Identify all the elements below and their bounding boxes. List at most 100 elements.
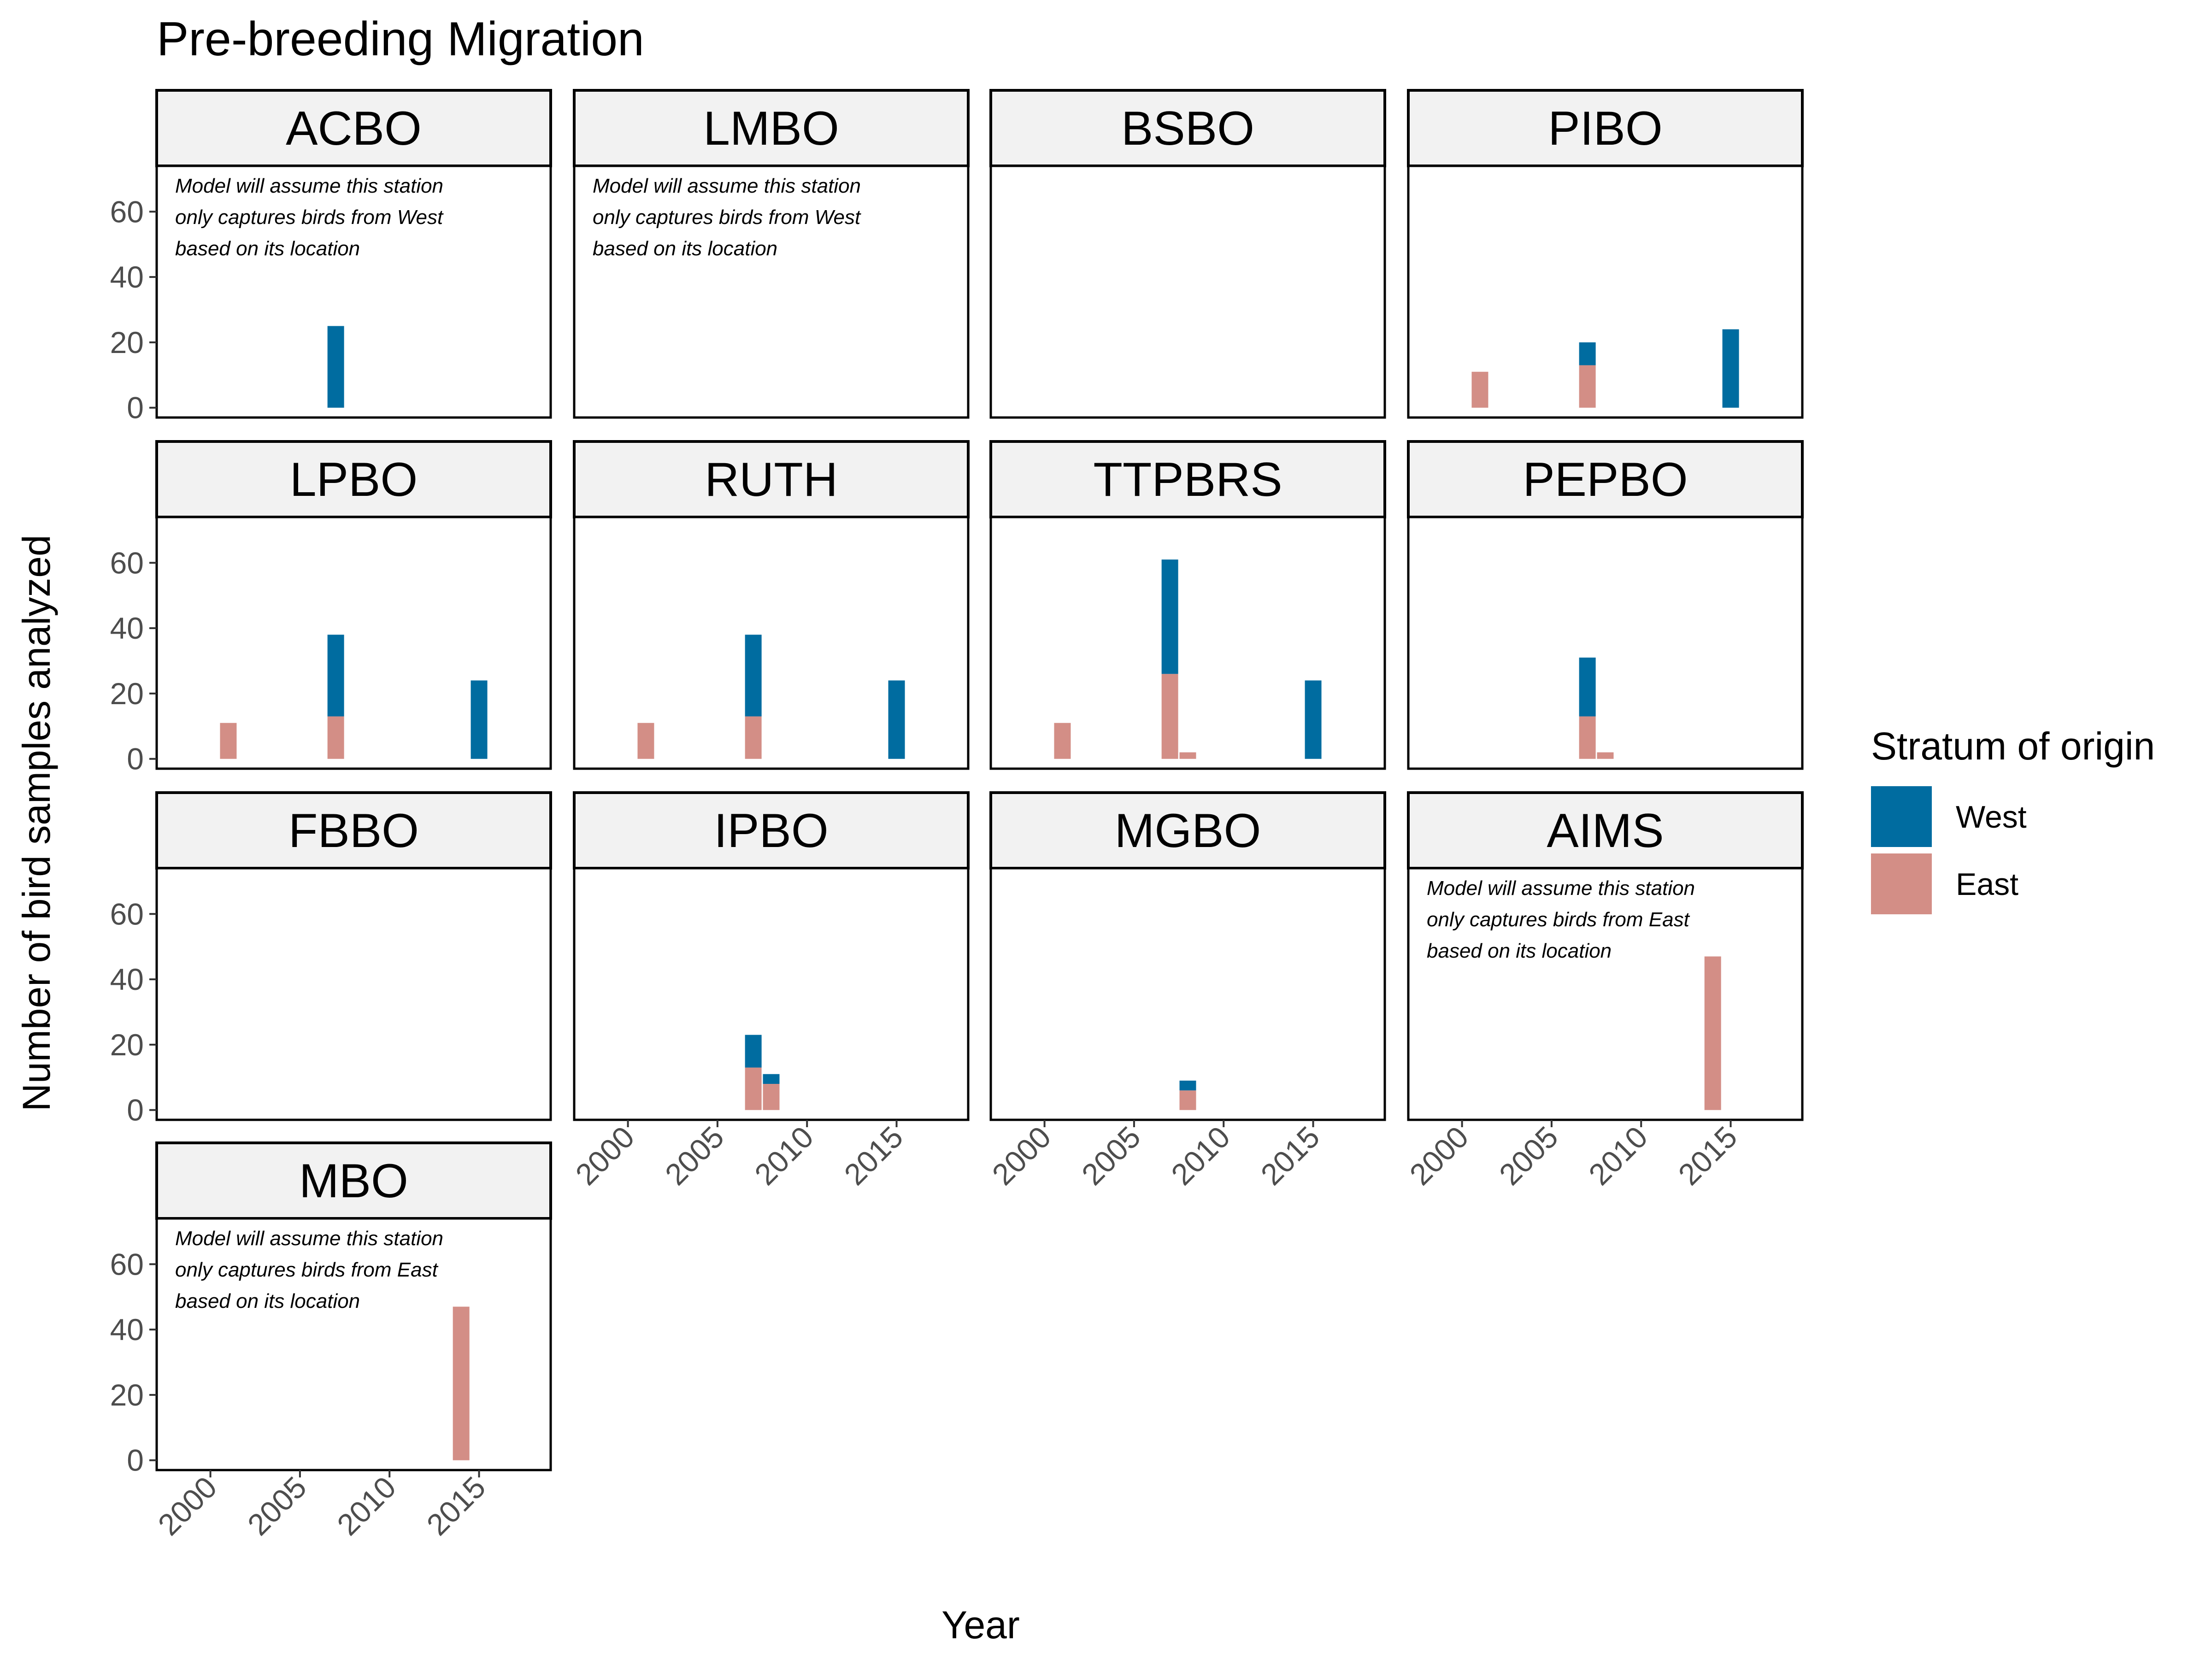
- facet-strip: [989, 89, 1386, 167]
- x-tick-label: 2015: [837, 1120, 909, 1192]
- x-tick-label: 2010: [1582, 1120, 1654, 1192]
- legend-label-west: West: [1956, 800, 2027, 835]
- bar-east-2001: [220, 723, 237, 759]
- bar-east-2008: [1179, 752, 1196, 759]
- x-tick-label: 2015: [420, 1470, 492, 1542]
- facet-label: FBBO: [288, 804, 419, 858]
- x-tick-label: 2015: [1254, 1120, 1326, 1192]
- bar-east-2001: [1054, 723, 1071, 759]
- facet-label: PIBO: [1548, 102, 1663, 155]
- facet-label: LPBO: [290, 453, 418, 506]
- bar-east-2014: [453, 1306, 470, 1460]
- facet-label: AIMS: [1547, 804, 1664, 858]
- station-note-line: Model will assume this station: [593, 175, 861, 197]
- x-tick-label: 2000: [985, 1120, 1057, 1192]
- legend-title: Stratum of origin: [1871, 724, 2155, 768]
- facet-strip: [155, 1141, 552, 1220]
- x-tick-label: 2005: [1075, 1120, 1147, 1192]
- facet-strip: [989, 440, 1386, 518]
- facet-label: MBO: [299, 1154, 408, 1208]
- facet-strip: [155, 440, 552, 518]
- facet-strip: [573, 791, 970, 870]
- panel-lmbo: LMBO Model will assume this station only c…: [573, 89, 970, 419]
- panel-area: [573, 165, 970, 419]
- station-note-line: only captures birds from East: [175, 1259, 439, 1281]
- bar-east-2007: [1161, 674, 1178, 759]
- bar-west-2007: [327, 635, 344, 717]
- bar-east-2007: [745, 1067, 762, 1110]
- bar-west-2015: [888, 680, 905, 759]
- bar-east-2014: [1704, 956, 1721, 1110]
- panel-area: [989, 867, 1386, 1121]
- station-note-line: only captures birds from West: [593, 206, 861, 229]
- bar-west-2007: [745, 1035, 762, 1068]
- panel-lpbo: LPBO 0 20 40 60: [110, 440, 552, 776]
- panel-fbbo: FBBO 0 20 40 60: [110, 791, 552, 1127]
- legend-label-east: East: [1956, 867, 2018, 902]
- x-tick-label: 2000: [151, 1470, 223, 1542]
- station-note-line: only captures birds from East: [1427, 908, 1690, 931]
- x-tick-label: 2010: [1165, 1120, 1236, 1192]
- facet-strip: [989, 791, 1386, 870]
- station-note-line: only captures birds from West: [175, 206, 444, 229]
- bar-west-2007: [327, 326, 344, 408]
- station-note-line: based on its location: [593, 237, 777, 260]
- station-note-line: Model will assume this station: [175, 1227, 443, 1250]
- x-tick-label: 2010: [748, 1120, 820, 1192]
- legend-key-west: [1871, 786, 1932, 847]
- y-tick-label: 40: [110, 962, 144, 996]
- bar-west-2015: [1722, 329, 1739, 408]
- facet-label: IPBO: [714, 804, 829, 858]
- bar-east-2007: [745, 716, 762, 759]
- facet-strip: [1407, 89, 1804, 167]
- y-tick-label: 20: [110, 1378, 144, 1412]
- y-tick-label: 60: [110, 194, 144, 229]
- y-tick-label: 60: [110, 1247, 144, 1281]
- station-note-line: Model will assume this station: [1427, 877, 1695, 900]
- x-tick-label: 2015: [1671, 1120, 1743, 1192]
- legend-key-east: [1871, 853, 1932, 914]
- facet-label: TTPBRS: [1093, 453, 1282, 506]
- panel-mgbo: MGBO 2000 2005 2010 2015: [985, 791, 1386, 1192]
- panel-ttpbrs: TTPBRS: [989, 440, 1386, 770]
- panel-area: [155, 165, 552, 419]
- y-tick-label: 0: [127, 1443, 144, 1477]
- station-note-line: based on its location: [175, 1290, 360, 1312]
- bar-east-2007: [1579, 716, 1596, 759]
- bar-east-2008: [763, 1084, 780, 1110]
- y-tick-label: 40: [110, 611, 144, 645]
- bar-west-2007: [1579, 657, 1596, 717]
- chart-title: Pre-breeding Migration: [157, 12, 644, 66]
- bar-west-2008: [763, 1074, 780, 1084]
- panel-area: [155, 516, 552, 770]
- legend: Stratum of origin West East: [1871, 724, 2155, 914]
- y-tick-label: 60: [110, 897, 144, 931]
- x-tick-label: 2005: [241, 1470, 313, 1542]
- panel-area: [1407, 867, 1804, 1121]
- facet-label: LMBO: [703, 102, 839, 155]
- bar-east-2007: [327, 716, 344, 759]
- facet-label: MGBO: [1115, 804, 1261, 858]
- facet-label: PEPBO: [1523, 453, 1688, 506]
- panel-ipbo: IPBO 2000 2005 2010 2015: [569, 791, 970, 1192]
- x-tick-label: 2010: [330, 1470, 402, 1542]
- facet-strip: [155, 89, 552, 167]
- x-tick-label: 2005: [659, 1120, 730, 1192]
- panel-bsbo: BSBO: [989, 89, 1386, 419]
- panel-aims: AIMS Model will assume this station only c…: [1403, 791, 1804, 1192]
- y-tick-label: 60: [110, 546, 144, 580]
- bar-west-2015: [471, 680, 488, 759]
- panel-area: [573, 516, 970, 770]
- panel-mbo: MBO Model will assume this station only ca…: [110, 1141, 552, 1542]
- station-note-line: based on its location: [1427, 940, 1612, 962]
- panel-pibo: PIBO: [1407, 89, 1804, 419]
- y-tick-label: 0: [127, 742, 144, 776]
- facet-label: RUTH: [705, 453, 838, 506]
- bar-east-2007: [1579, 365, 1596, 408]
- facet-panels: ACBO Model will assume this station only c…: [110, 89, 1804, 1542]
- bar-west-2015: [1305, 680, 1322, 759]
- bar-west-2008: [1179, 1080, 1196, 1091]
- x-tick-label: 2000: [1403, 1120, 1475, 1192]
- bar-west-2007: [745, 635, 762, 717]
